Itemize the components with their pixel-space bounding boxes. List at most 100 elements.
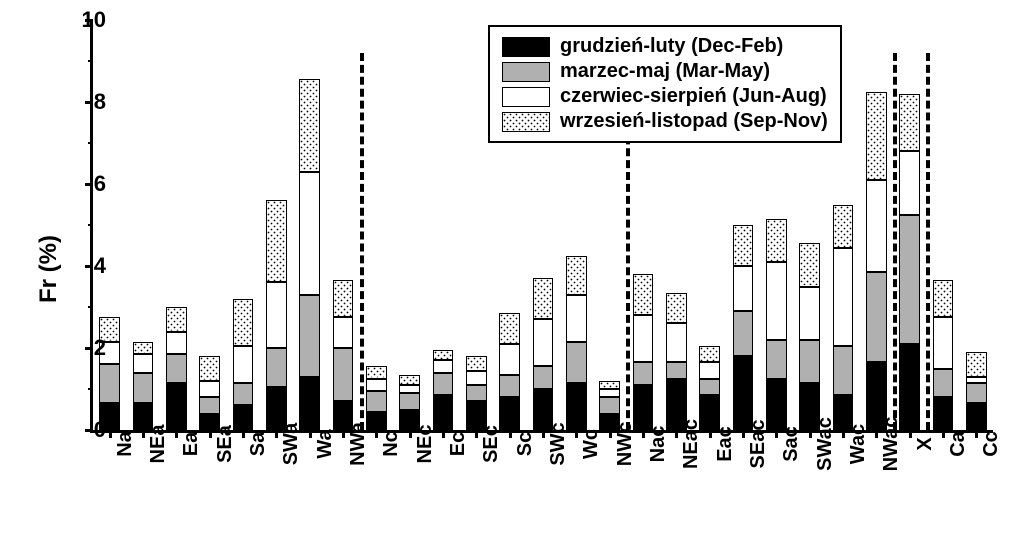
- bar-segment-mar_may: [699, 379, 720, 395]
- x-tick: [342, 430, 345, 438]
- bar-segment-jun_aug: [866, 180, 887, 272]
- x-tick: [142, 430, 145, 438]
- y-tick: [85, 265, 93, 268]
- bar-segment-sep_nov: [433, 350, 454, 360]
- bar-segment-jun_aug: [633, 315, 654, 362]
- legend-item: wrzesień-listopad (Sep-Nov): [502, 110, 828, 133]
- bar-segment-sep_nov: [799, 243, 820, 286]
- bar-segment-jun_aug: [266, 282, 287, 348]
- bar-segment-jun_aug: [833, 248, 854, 346]
- x-tick: [442, 430, 445, 438]
- bar-segment-mar_may: [799, 340, 820, 383]
- x-tick-label: Sc: [514, 432, 537, 456]
- x-tick-label: X: [914, 437, 937, 450]
- x-tick-label: NEac: [680, 419, 703, 469]
- y-tick-minor: [88, 142, 93, 144]
- y-tick-minor: [88, 306, 93, 308]
- x-tick: [609, 430, 612, 438]
- bar-segment-mar_may: [566, 342, 587, 383]
- legend-swatch: [502, 62, 550, 82]
- bar-segment-mar_may: [499, 375, 520, 398]
- legend-label: czerwiec-sierpień (Jun-Aug): [560, 85, 827, 108]
- group-divider: [360, 53, 364, 430]
- bar-segment-mar_may: [833, 346, 854, 395]
- bar-segment-jun_aug: [933, 317, 954, 368]
- bar-segment-sep_nov: [266, 200, 287, 282]
- x-tick: [275, 430, 278, 438]
- x-tick: [209, 430, 212, 438]
- bar-segment-sep_nov: [866, 92, 887, 180]
- bar-segment-mar_may: [433, 373, 454, 396]
- group-divider: [893, 53, 897, 430]
- bar-segment-mar_may: [466, 385, 487, 401]
- bar-segment-jun_aug: [699, 362, 720, 378]
- bar-segment-dec_feb: [166, 383, 187, 430]
- y-tick: [85, 429, 93, 432]
- x-tick-label: NWc: [614, 422, 637, 466]
- bar-segment-dec_feb: [966, 403, 987, 430]
- y-tick: [85, 347, 93, 350]
- bar-segment-jun_aug: [133, 354, 154, 372]
- x-tick-label: Ea: [180, 432, 203, 456]
- x-tick: [542, 430, 545, 438]
- y-tick-minor: [88, 224, 93, 226]
- bar-segment-jun_aug: [333, 317, 354, 348]
- y-tick-minor: [88, 388, 93, 390]
- legend-item: czerwiec-sierpień (Jun-Aug): [502, 85, 828, 108]
- bar-segment-mar_may: [399, 393, 420, 409]
- x-tick-label: NEc: [414, 425, 437, 464]
- bar-segment-sep_nov: [166, 307, 187, 332]
- bar-segment-sep_nov: [233, 299, 254, 346]
- bar-segment-mar_may: [733, 311, 754, 356]
- x-tick-label: Eac: [714, 426, 737, 462]
- x-tick-label: SWac: [814, 417, 837, 471]
- bar-segment-jun_aug: [899, 151, 920, 215]
- bar-segment-mar_may: [766, 340, 787, 379]
- bar-segment-dec_feb: [933, 397, 954, 430]
- bar-segment-mar_may: [866, 272, 887, 362]
- x-tick: [842, 430, 845, 438]
- bar-segment-jun_aug: [366, 379, 387, 391]
- bar-segment-jun_aug: [499, 344, 520, 375]
- bar-segment-jun_aug: [566, 295, 587, 342]
- y-tick-minor: [88, 60, 93, 62]
- legend-swatch: [502, 37, 550, 57]
- x-tick-label: NEa: [147, 425, 170, 464]
- x-tick-label: SWc: [547, 422, 570, 465]
- chart-container: Fr (%) grudzień-luty (Dec-Feb) marzec-ma…: [0, 0, 1024, 538]
- x-tick-label: Nac: [647, 426, 670, 463]
- x-tick-label: Ec: [447, 432, 470, 456]
- bar-segment-mar_may: [199, 397, 220, 413]
- legend: grudzień-luty (Dec-Feb) marzec-maj (Mar-…: [488, 25, 842, 143]
- bar-segment-jun_aug: [199, 381, 220, 397]
- legend-item: marzec-maj (Mar-May): [502, 60, 828, 83]
- bar-segment-sep_nov: [499, 313, 520, 344]
- x-tick: [942, 430, 945, 438]
- bar-segment-mar_may: [133, 373, 154, 404]
- x-tick: [409, 430, 412, 438]
- bar-segment-sep_nov: [933, 280, 954, 317]
- x-tick: [775, 430, 778, 438]
- bar-segment-mar_may: [599, 397, 620, 413]
- legend-swatch: [502, 87, 550, 107]
- bar-segment-mar_may: [933, 369, 954, 398]
- bar-segment-mar_may: [233, 383, 254, 406]
- legend-swatch: [502, 112, 550, 132]
- bar-segment-jun_aug: [766, 262, 787, 340]
- bar-segment-mar_may: [333, 348, 354, 401]
- y-tick-label: 8: [94, 89, 106, 115]
- x-tick-label: Sa: [247, 432, 270, 456]
- bar-segment-sep_nov: [666, 293, 687, 324]
- y-axis-label: Fr (%): [35, 235, 63, 303]
- y-tick-label: 2: [94, 335, 106, 361]
- bar-segment-sep_nov: [299, 79, 320, 171]
- bar-segment-sep_nov: [566, 256, 587, 295]
- x-tick-label: Sac: [780, 426, 803, 462]
- bar-segment-mar_may: [166, 354, 187, 383]
- bar-segment-sep_nov: [399, 375, 420, 385]
- bar-segment-mar_may: [99, 364, 120, 403]
- x-tick: [642, 430, 645, 438]
- x-tick: [175, 430, 178, 438]
- bar-segment-jun_aug: [733, 266, 754, 311]
- x-tick: [475, 430, 478, 438]
